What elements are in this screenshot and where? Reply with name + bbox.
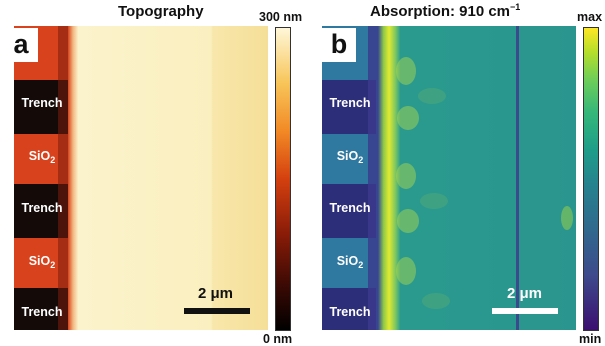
trench-band-3 bbox=[322, 288, 376, 330]
panel-b-title: Absorption: 910 cm−1 bbox=[370, 2, 521, 21]
region-label-trench: Trench bbox=[329, 305, 371, 319]
region-label-trench: Trench bbox=[21, 96, 63, 110]
panel-a-scale-bar bbox=[184, 308, 250, 314]
panel-b-letter: b bbox=[322, 28, 356, 62]
absorption-colorbar bbox=[583, 27, 599, 331]
absorption-image bbox=[322, 26, 576, 330]
region-label-sio2: SiO2 bbox=[28, 149, 56, 165]
panel-a-letter: a bbox=[4, 28, 38, 62]
region-label-sio2: SiO2 bbox=[336, 254, 364, 270]
plateau-region bbox=[78, 26, 268, 330]
topography-colorbar bbox=[275, 27, 291, 331]
trench-band-2 bbox=[322, 184, 376, 238]
panel-b-region-labels: Trench SiO2 Trench SiO2 Trench bbox=[322, 26, 378, 330]
topography-image bbox=[14, 26, 268, 330]
colorbar-min-label: min bbox=[579, 332, 602, 346]
colorbar-max-label: 300 nm bbox=[259, 10, 303, 24]
topography-map bbox=[14, 26, 268, 330]
panel-a-title: Topography bbox=[118, 3, 204, 20]
absorption-map bbox=[322, 26, 576, 330]
panel-b-scale-bar bbox=[492, 308, 558, 314]
region-label-trench: Trench bbox=[21, 305, 63, 319]
panel-b-scale-label: 2 μm bbox=[507, 285, 543, 302]
region-label-sio2: SiO2 bbox=[336, 149, 364, 165]
trench-band-1 bbox=[322, 80, 376, 134]
colorbar-max-label: max bbox=[577, 10, 603, 24]
region-label-sio2: SiO2 bbox=[28, 254, 56, 270]
colorbar-min-label: 0 nm bbox=[263, 332, 293, 346]
boundary-line bbox=[516, 26, 519, 330]
region-label-trench: Trench bbox=[21, 201, 63, 215]
region-label-trench: Trench bbox=[329, 96, 371, 110]
region-label-trench: Trench bbox=[329, 201, 371, 215]
panel-a-scale-label: 2 μm bbox=[198, 285, 234, 302]
panel-a-region-labels: Trench SiO2 Trench SiO2 Trench bbox=[14, 26, 70, 330]
edge-absorption bbox=[378, 26, 400, 330]
step-edge bbox=[68, 26, 78, 330]
